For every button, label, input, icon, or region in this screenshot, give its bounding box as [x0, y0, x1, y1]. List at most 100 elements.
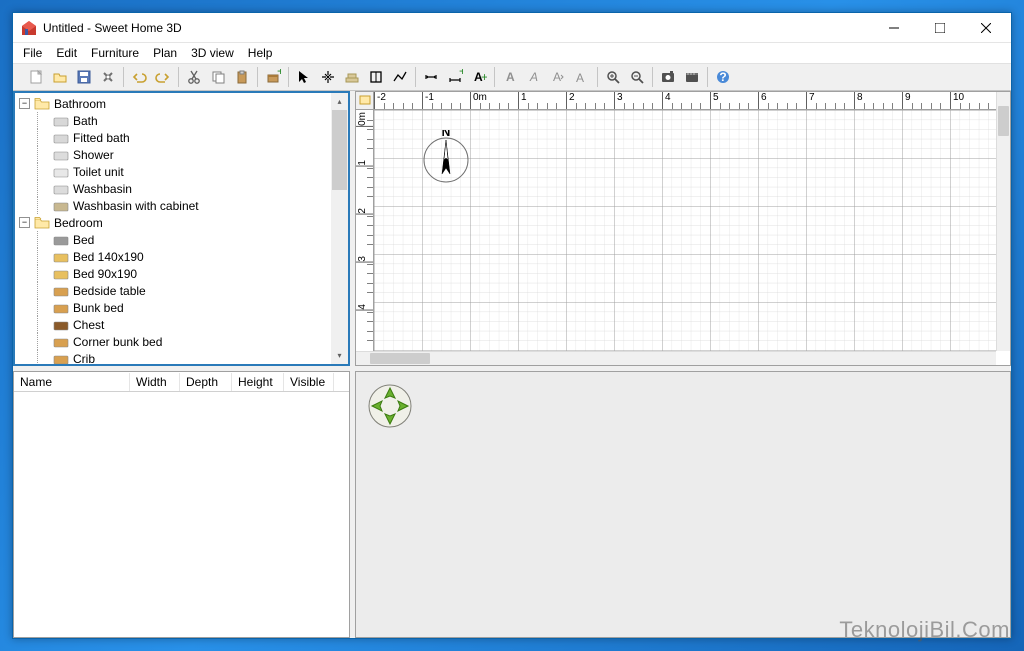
menu-furniture[interactable]: Furniture [85, 44, 145, 62]
toolbar-new-button[interactable] [25, 66, 47, 88]
catalog-item[interactable]: Chest [15, 316, 348, 333]
catalog-item[interactable]: Corner bunk bed [15, 333, 348, 350]
furniture-icon [53, 182, 69, 196]
toolbar-zoom-in-button[interactable] [602, 66, 624, 88]
catalog-group-bedroom[interactable]: −Bedroom [15, 214, 348, 231]
properties-header[interactable]: NameWidthDepthHeightVisible [14, 372, 349, 392]
toolbar-copy-button[interactable] [207, 66, 229, 88]
menu-help[interactable]: Help [242, 44, 279, 62]
toolbar-zoom-out-button[interactable] [626, 66, 648, 88]
svg-text:?: ? [719, 70, 726, 84]
furniture-icon [53, 199, 69, 213]
furniture-properties-pane[interactable]: NameWidthDepthHeightVisible [13, 371, 350, 638]
titlebar[interactable]: Untitled - Sweet Home 3D [13, 13, 1011, 43]
toolbar-photo-button[interactable] [657, 66, 679, 88]
furniture-icon [53, 148, 69, 162]
menu-3d-view[interactable]: 3D view [185, 44, 240, 62]
toolbar-text-style-button[interactable]: A [547, 66, 569, 88]
item-label: Bed 140x190 [73, 250, 144, 264]
catalog-item[interactable]: Fitted bath [15, 129, 348, 146]
compass[interactable]: N [419, 130, 473, 184]
ruler-vertical: 0m1234 [356, 110, 374, 351]
toolbar-cut-button[interactable] [183, 66, 205, 88]
catalog-item[interactable]: Shower [15, 146, 348, 163]
props-col-visible[interactable]: Visible [284, 373, 334, 391]
catalog-item[interactable]: Toilet unit [15, 163, 348, 180]
toolbar-text-size-button[interactable]: A [571, 66, 593, 88]
toolbar-rooms-button[interactable] [365, 66, 387, 88]
catalog-item[interactable]: Bunk bed [15, 299, 348, 316]
item-label: Fitted bath [73, 131, 130, 145]
plan-scrollbar-h[interactable] [356, 351, 996, 365]
props-col-width[interactable]: Width [130, 373, 180, 391]
toolbar-prefs-button[interactable] [97, 66, 119, 88]
toolbar-save-button[interactable] [73, 66, 95, 88]
plan-2d-pane[interactable]: -2-10m1234567891011 0m1234 N [355, 91, 1011, 366]
toolbar-polyline-button[interactable] [389, 66, 411, 88]
svg-text:+: + [481, 70, 487, 84]
props-col-depth[interactable]: Depth [180, 373, 232, 391]
view-3d-pane[interactable] [355, 371, 1011, 638]
close-button[interactable] [963, 13, 1009, 43]
nav-control[interactable] [368, 384, 412, 428]
plan-scrollbar-v[interactable] [996, 92, 1010, 351]
catalog-item[interactable]: Crib [15, 350, 348, 366]
app-icon [21, 20, 37, 36]
item-label: Bath [73, 114, 98, 128]
toolbar-dimensions-button[interactable] [420, 66, 442, 88]
item-label: Crib [73, 352, 95, 366]
item-label: Washbasin [73, 182, 132, 196]
toolbar-pan-button[interactable] [317, 66, 339, 88]
menu-plan[interactable]: Plan [147, 44, 183, 62]
catalog-item[interactable]: Bedside table [15, 282, 348, 299]
svg-text:A: A [506, 70, 515, 84]
expander-icon[interactable]: − [19, 217, 30, 228]
menubar: FileEditFurniturePlan3D viewHelp [13, 43, 1011, 63]
item-label: Toilet unit [73, 165, 124, 179]
item-label: Chest [73, 318, 104, 332]
catalog-group-bathroom[interactable]: −Bathroom [15, 95, 348, 112]
item-label: Shower [73, 148, 114, 162]
toolbar-open-button[interactable] [49, 66, 71, 88]
item-label: Bed 90x190 [73, 267, 137, 281]
catalog-item[interactable]: Bath [15, 112, 348, 129]
furniture-icon [53, 114, 69, 128]
props-col-height[interactable]: Height [232, 373, 284, 391]
expander-icon[interactable]: − [19, 98, 30, 109]
toolbar-text-italic-button[interactable]: A [523, 66, 545, 88]
item-label: Bedside table [73, 284, 146, 298]
toolbar-text-button[interactable]: A+ [468, 66, 490, 88]
menu-edit[interactable]: Edit [50, 44, 83, 62]
furniture-icon [53, 284, 69, 298]
toolbar-select-button[interactable] [293, 66, 315, 88]
catalog-item[interactable]: Washbasin with cabinet [15, 197, 348, 214]
folder-icon [34, 97, 50, 110]
toolbar-walls-button[interactable] [341, 66, 363, 88]
item-label: Corner bunk bed [73, 335, 162, 349]
toolbar-paste-button[interactable] [231, 66, 253, 88]
toolbar-redo-button[interactable] [152, 66, 174, 88]
furniture-icon [53, 250, 69, 264]
svg-text:A: A [529, 70, 538, 84]
toolbar-create-dim-button[interactable]: + [444, 66, 466, 88]
catalog-item[interactable]: Washbasin [15, 180, 348, 197]
toolbar-undo-button[interactable] [128, 66, 150, 88]
catalog-item[interactable]: Bed [15, 231, 348, 248]
catalog-item[interactable]: Bed 90x190 [15, 265, 348, 282]
catalog-item[interactable]: Bed 140x190 [15, 248, 348, 265]
toolbar-add-furniture-button[interactable]: + [262, 66, 284, 88]
catalog-scrollbar[interactable]: ▴ ▾ [331, 93, 348, 364]
toolbar-help-button[interactable]: ? [712, 66, 734, 88]
toolbar-video-button[interactable] [681, 66, 703, 88]
item-label: Washbasin with cabinet [73, 199, 199, 213]
menu-file[interactable]: File [17, 44, 48, 62]
maximize-button[interactable] [917, 13, 963, 43]
props-col-name[interactable]: Name [14, 373, 130, 391]
plan-grid[interactable]: N [374, 110, 996, 351]
minimize-button[interactable] [871, 13, 917, 43]
window-title: Untitled - Sweet Home 3D [43, 21, 871, 35]
content-area: −Bathroom Bath Fitted bath Shower Toilet uni… [13, 91, 1011, 638]
toolbar-text-bold-button[interactable]: A [499, 66, 521, 88]
furniture-catalog-pane[interactable]: −Bathroom Bath Fitted bath Shower Toilet uni… [13, 91, 350, 366]
ruler-corner [356, 92, 374, 110]
